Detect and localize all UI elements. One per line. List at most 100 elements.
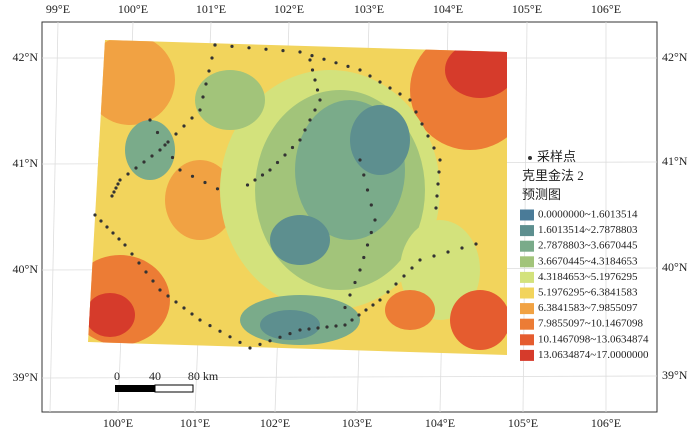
legend-swatch [520,318,534,330]
sample-point [418,258,422,262]
lon-label: 102°E [274,2,304,16]
legend-swatch [520,334,534,346]
legend-swatch [520,256,534,268]
sample-point [348,293,352,297]
lat-label: 41°N [13,156,39,170]
sample-point [174,132,178,136]
sample-point [388,86,392,90]
legend-swatch [520,225,534,237]
sample-point [203,180,207,185]
sample-point [283,153,287,157]
scale-bar [115,384,194,393]
sample-point [343,323,347,327]
sample-point [258,342,262,346]
sample-point [313,78,317,82]
sample-point [155,130,160,135]
sample-point [435,194,439,198]
lon-label: 101°E [196,2,226,16]
sample-point [290,145,295,150]
sample-point [260,173,265,177]
sample-point [137,261,141,265]
sample-point [163,143,167,147]
lat-label: 39°N [662,368,688,382]
sample-point [190,116,194,120]
kriging-surface [88,40,507,355]
sample-point [158,148,162,152]
sample-point [432,146,436,150]
sample-point [408,98,412,102]
sample-point [322,57,326,61]
lon-label: 105°E [512,2,542,16]
sample-point [111,231,115,235]
sample-point [208,324,212,328]
lon-label: 106°E [591,416,621,430]
legend-swatch [520,271,534,283]
sample-point [201,95,205,99]
lat-label: 40°N [13,262,39,276]
legend-label: 7.9855097~10.1467098 [538,318,643,330]
sample-point [358,158,362,162]
sample-point [99,219,103,223]
scale-label: 40 [149,369,161,383]
sample-point [110,194,114,198]
lon-label: 99°E [46,2,70,16]
sample-point [313,108,317,112]
legend-label: 5.1976295~6.3841583 [538,287,638,299]
lat-label: 41°N [662,154,688,168]
sample-point [93,213,97,217]
sample-point [446,250,450,254]
lat-label: 39°N [13,370,39,384]
sample-point [166,140,170,144]
sample-point [204,82,208,86]
sample-point [198,318,202,322]
lat-label: 42°N [662,50,688,64]
sample-point [310,68,315,72]
sample-point [438,158,442,162]
sample-point [253,178,257,182]
lon-label: 100°E [118,2,148,16]
sample-point [288,332,292,336]
lon-label: 104°E [433,2,463,16]
sample-point [369,230,373,235]
sample-point [350,318,354,322]
legend-swatch [520,240,534,252]
sample-point [275,160,280,165]
sample-point [170,155,175,160]
sample-point [247,46,251,50]
sample-point [117,237,121,241]
sample-point [398,92,402,96]
legend-title: 克里金法 2 [522,168,584,183]
sample-point [264,47,268,51]
sample-point [362,255,366,260]
sample-point [213,43,217,47]
sample-point [402,274,406,278]
sample-point [362,173,366,177]
legend-label: 1.6013514~2.7878803 [538,224,638,236]
legend-point [528,156,532,160]
sample-point [238,340,242,344]
lon-label: 101°E [180,416,210,430]
sample-points [93,43,478,350]
legend-points-label: 采样点 [537,149,576,164]
scale-label: 0 [114,369,120,383]
sample-point [114,186,118,190]
legend-label: 6.3841583~7.9855097 [538,302,638,314]
legend-swatch [520,287,534,299]
sample-point [426,134,430,138]
sample-point [134,166,138,170]
sample-point [432,254,436,258]
sample-point [308,118,312,122]
sample-point [198,108,202,112]
lon-label: 106°E [591,2,621,16]
sample-point [394,282,398,286]
sample-point [298,50,302,54]
sample-point [268,168,272,172]
sample-point [334,61,338,65]
sample-point [278,335,282,339]
sample-point [316,326,320,330]
sample-point [334,324,338,328]
sample-point [378,298,382,302]
sample-point [112,190,116,194]
lon-label: 103°E [354,2,384,16]
sample-point [414,110,418,114]
